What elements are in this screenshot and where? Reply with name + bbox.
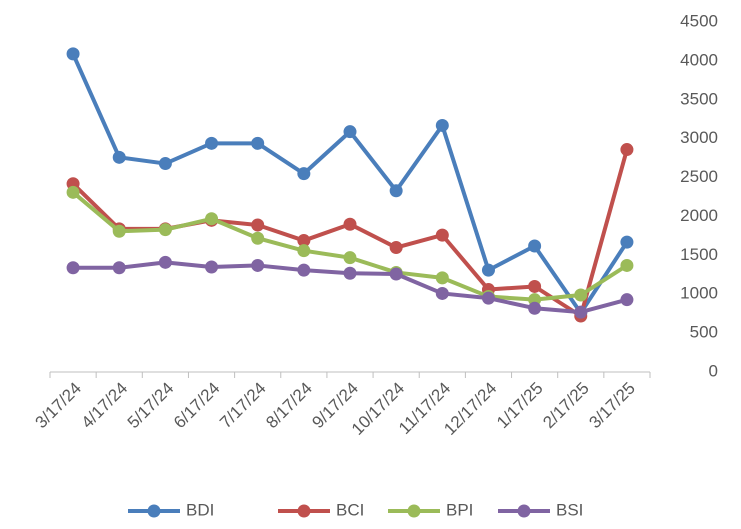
y-tick-label: 2500 (680, 167, 718, 186)
data-point (435, 271, 449, 285)
data-point (66, 185, 80, 199)
data-point (574, 288, 588, 302)
y-tick-label: 4500 (680, 11, 718, 30)
data-point (158, 255, 172, 269)
x-tick-label: 3/17/25 (585, 379, 639, 433)
x-tick-label: 3/17/24 (32, 379, 86, 433)
data-point (297, 167, 311, 181)
data-point (528, 239, 542, 253)
data-point (251, 218, 265, 232)
x-tick-label: 8/17/24 (262, 379, 316, 433)
data-point (205, 212, 219, 226)
data-point (297, 263, 311, 277)
data-point (389, 184, 403, 198)
legend-label: BPI (446, 500, 473, 519)
data-point (297, 244, 311, 258)
data-point (435, 118, 449, 132)
data-point (574, 305, 588, 319)
data-point (251, 258, 265, 272)
data-point (435, 228, 449, 242)
data-point (297, 234, 311, 248)
data-point (435, 286, 449, 300)
legend-label: BSI (556, 500, 583, 519)
data-point (158, 223, 172, 237)
legend-label: BDI (186, 500, 214, 519)
data-point (343, 217, 357, 231)
legend-marker (147, 504, 161, 518)
y-tick-label: 1500 (680, 245, 718, 264)
data-point (66, 47, 80, 61)
y-tick-label: 3500 (680, 89, 718, 108)
data-point (620, 293, 634, 307)
data-point (112, 150, 126, 164)
data-point (343, 125, 357, 139)
y-tick-label: 4000 (680, 50, 718, 69)
series-line (71, 190, 629, 302)
data-point (66, 261, 80, 275)
legend-marker (407, 504, 421, 518)
y-tick-label: 2000 (680, 206, 718, 225)
data-point (112, 224, 126, 238)
y-tick-label: 0 (709, 361, 718, 380)
y-tick-label: 500 (690, 323, 718, 342)
data-point (205, 136, 219, 150)
x-tick-label: 7/17/24 (216, 379, 270, 433)
legend-label: BCI (336, 500, 364, 519)
data-point (158, 157, 172, 171)
data-point (251, 136, 265, 150)
x-tick-label: 1/17/25 (493, 379, 547, 433)
data-point (620, 258, 634, 272)
data-point (528, 279, 542, 293)
x-tick-label: 6/17/24 (170, 379, 224, 433)
data-point (620, 143, 634, 157)
data-point (389, 241, 403, 255)
data-point (343, 251, 357, 265)
y-tick-label: 3000 (680, 128, 718, 147)
data-point (620, 235, 634, 249)
data-point (481, 291, 495, 305)
x-tick-label: 2/17/25 (539, 379, 593, 433)
data-point (251, 231, 265, 245)
data-point (112, 261, 126, 275)
y-tick-label: 1000 (680, 284, 718, 303)
series-line (71, 149, 629, 318)
data-point (528, 301, 542, 315)
legend-marker (517, 504, 531, 518)
data-point (481, 263, 495, 277)
data-point (389, 267, 403, 281)
x-tick-label: 5/17/24 (124, 379, 178, 433)
data-point (343, 266, 357, 280)
data-point (205, 260, 219, 274)
legend-marker (297, 504, 311, 518)
x-tick-label: 4/17/24 (78, 379, 132, 433)
